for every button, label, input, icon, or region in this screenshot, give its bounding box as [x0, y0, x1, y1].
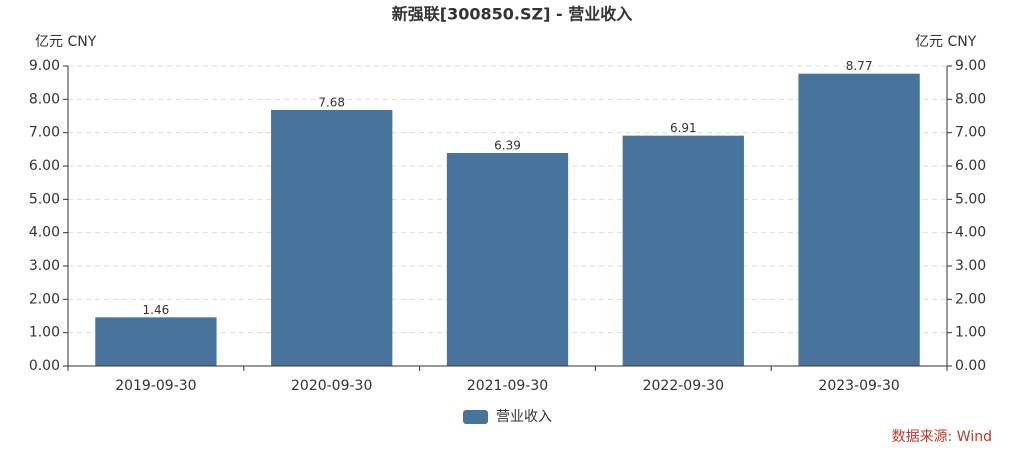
legend-label: 营业收入 — [496, 409, 552, 425]
bar — [271, 110, 393, 366]
y-unit: 亿元 CNY — [35, 34, 97, 50]
y2-tick-label: 0.00 — [955, 358, 986, 374]
data-label: 8.77 — [846, 59, 873, 73]
y2-tick-label: 2.00 — [955, 291, 986, 307]
y2-tick-label: 9.00 — [955, 58, 986, 74]
y-tick-label: 9.00 — [29, 58, 60, 74]
y-tick-label: 7.00 — [29, 125, 60, 141]
y-tick-label: 8.00 — [29, 91, 60, 107]
y2-tick-label: 8.00 — [955, 91, 986, 107]
y-tick-label: 4.00 — [29, 225, 60, 241]
data-label: 6.39 — [494, 139, 521, 153]
bar — [798, 73, 920, 367]
y2-tick-label: 4.00 — [955, 225, 986, 241]
y2-tick-label: 1.00 — [955, 325, 986, 341]
y2-tick-label: 6.00 — [955, 158, 986, 174]
x-tick-label: 2021-09-30 — [467, 378, 548, 394]
y-tick-label: 3.00 — [29, 258, 60, 274]
x-tick-label: 2023-09-30 — [818, 378, 899, 394]
data-label: 6.91 — [670, 121, 697, 135]
x-tick-label: 2019-09-30 — [115, 378, 196, 394]
y-tick-label: 0.00 — [29, 358, 60, 374]
bar — [622, 135, 744, 366]
y-tick-label: 1.00 — [29, 325, 60, 341]
y2-tick-label: 7.00 — [955, 125, 986, 141]
y2-tick-label: 3.00 — [955, 258, 986, 274]
y2-unit: 亿元 CNY — [915, 34, 977, 50]
bar — [95, 317, 217, 366]
chart-title: 新强联[300850.SZ] - 营业收入 — [392, 5, 632, 24]
y-tick-label: 5.00 — [29, 191, 60, 207]
y-tick-label: 6.00 — [29, 158, 60, 174]
legend-swatch — [463, 410, 488, 424]
x-tick-label: 2020-09-30 — [291, 378, 372, 394]
y2-tick-label: 5.00 — [955, 191, 986, 207]
data-label: 7.68 — [318, 96, 345, 110]
y-tick-label: 2.00 — [29, 291, 60, 307]
data-label: 1.46 — [143, 303, 170, 317]
bar — [446, 153, 569, 366]
x-tick-label: 2022-09-30 — [643, 378, 724, 394]
source: 数据来源: Wind — [892, 429, 992, 445]
